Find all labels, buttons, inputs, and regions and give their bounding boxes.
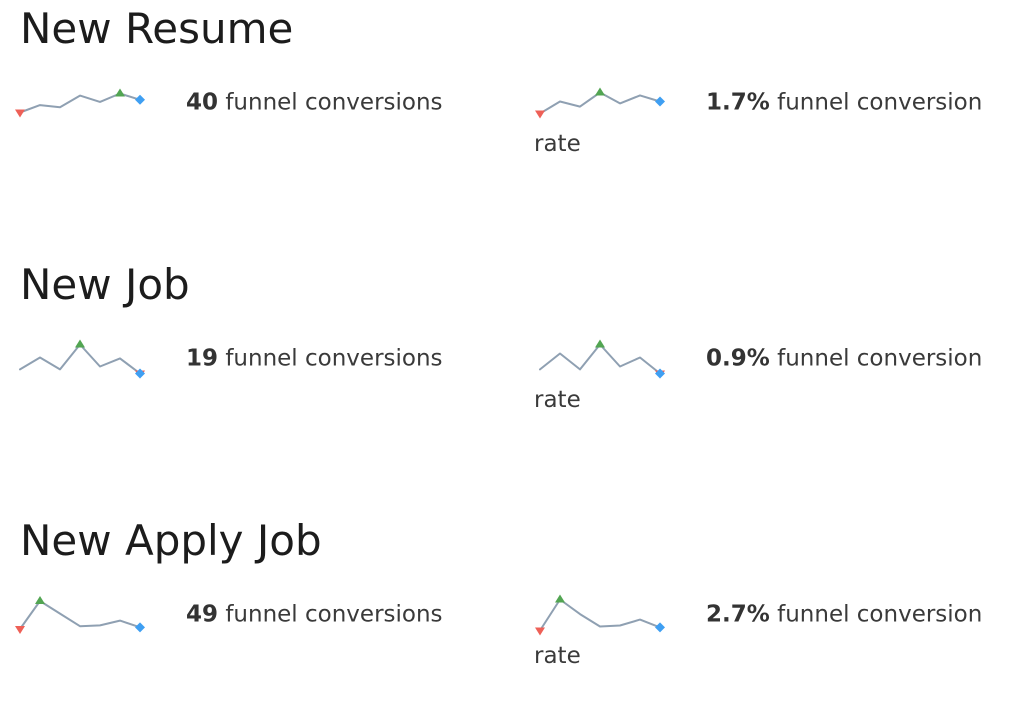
sparkline-chart [19,339,145,379]
min-marker-icon [535,627,545,636]
metric-label: funnel conversions [225,89,443,116]
metric-row: 49 funnel conversions 2.7% funnel conver… [14,592,1024,674]
metric-row: 40 funnel conversions 1.7% funnel conver… [14,80,1024,162]
max-marker-icon [35,596,45,604]
max-marker-icon [595,87,605,96]
section-title: New Resume [20,4,294,53]
sparkline-chart [535,594,665,636]
metric-label: funnel conversion rate [534,345,983,414]
metric-value: 1.7% [706,89,770,116]
funnel-conversion-rate-metric: 1.7% funnel conversion rate [534,80,1016,162]
sparkline-chart [15,596,145,634]
last-marker-icon [135,94,145,105]
metric-text: 19 funnel conversions [186,346,443,372]
metric-row: 19 funnel conversions 0.9% funnel conver… [14,336,1024,418]
section-new-apply-job: New Apply Job 49 funnel conversions 2.7%… [14,518,1024,674]
metric-value: 49 [186,601,219,628]
metric-label: funnel conversions [225,601,443,628]
sparkline-chart [539,339,665,379]
max-marker-icon [555,594,565,603]
last-marker-icon [135,622,145,633]
metric-value: 40 [186,89,219,116]
section-title: New Apply Job [20,516,322,565]
last-marker-icon [655,368,665,379]
min-marker-icon [15,626,25,634]
last-marker-icon [135,368,145,379]
section-new-job: New Job 19 funnel conversions 0.9% funne… [14,262,1024,418]
funnel-conversions-metric: 19 funnel conversions [14,336,534,382]
funnel-conversions-metric: 49 funnel conversions [14,592,534,638]
funnel-conversions-metric: 40 funnel conversions [14,80,534,126]
metric-label: funnel conversion rate [534,601,983,670]
sparkline-chart [535,87,665,119]
metric-label: funnel conversion rate [534,89,983,158]
section-new-resume: New Resume 40 funnel conversions 1.7% fu… [14,6,1024,162]
metric-text: 1.7% funnel conversion rate [534,90,982,158]
metric-text: 49 funnel conversions [186,602,443,628]
last-marker-icon [655,622,665,633]
max-marker-icon [595,339,605,348]
min-marker-icon [535,110,545,119]
metric-label: funnel conversions [225,345,443,372]
metric-text: 2.7% funnel conversion rate [534,602,982,670]
section-title: New Job [20,260,190,309]
funnel-conversion-rate-metric: 2.7% funnel conversion rate [534,592,1016,674]
metric-value: 19 [186,345,219,372]
max-marker-icon [75,339,85,348]
max-marker-icon [115,88,125,97]
sparkline-chart [15,88,145,118]
metric-value: 2.7% [706,601,770,628]
min-marker-icon [15,109,25,118]
last-marker-icon [655,96,665,107]
metric-value: 0.9% [706,345,770,372]
metric-text: 0.9% funnel conversion rate [534,346,982,414]
metric-text: 40 funnel conversions [186,90,443,116]
funnel-conversion-rate-metric: 0.9% funnel conversion rate [534,336,1016,418]
